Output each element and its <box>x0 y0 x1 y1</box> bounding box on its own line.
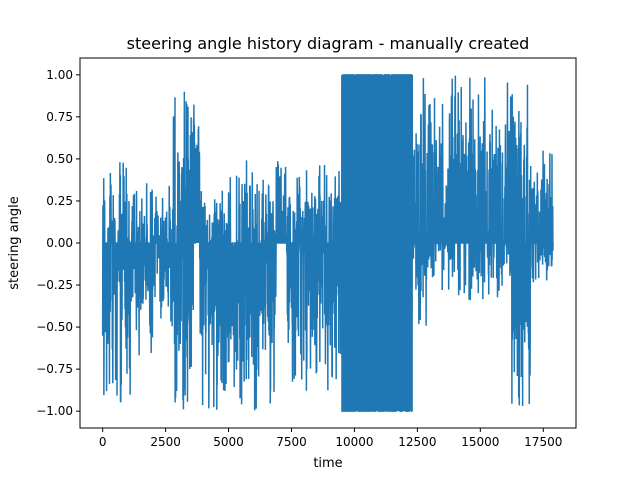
series-group <box>101 74 554 412</box>
x-tick-label: 2500 <box>150 435 181 449</box>
x-tick-label: 17500 <box>524 435 562 449</box>
x-tick-label: 7500 <box>276 435 307 449</box>
x-tick-label: 15000 <box>461 435 499 449</box>
chart-title: steering angle history diagram - manuall… <box>127 34 530 53</box>
x-axis: 0 2500 5000 7500 10000 12500 15000 17500 <box>99 428 562 449</box>
x-axis-label: time <box>313 456 342 471</box>
y-tick-label: −1.00 <box>36 404 73 418</box>
y-tick-label: −0.25 <box>36 278 73 292</box>
y-axis: −1.00 −0.75 −0.50 −0.25 0.00 0.25 0.50 0.75 1.00 <box>36 68 80 418</box>
plot-area <box>101 74 554 412</box>
y-tick-label: −0.50 <box>36 320 73 334</box>
x-tick-label: 10000 <box>335 435 373 449</box>
y-tick-label: 1.00 <box>46 68 73 82</box>
y-tick-label: 0.50 <box>46 152 73 166</box>
x-tick-label: 12500 <box>398 435 436 449</box>
y-tick-label: −0.75 <box>36 362 73 376</box>
y-tick-label: 0.75 <box>46 110 73 124</box>
x-tick-label: 0 <box>99 435 107 449</box>
y-tick-label: 0.00 <box>46 236 73 250</box>
x-tick-label: 5000 <box>213 435 244 449</box>
series-line <box>101 74 554 412</box>
y-tick-label: 0.25 <box>46 194 73 208</box>
y-axis-label: steering angle <box>7 196 22 290</box>
